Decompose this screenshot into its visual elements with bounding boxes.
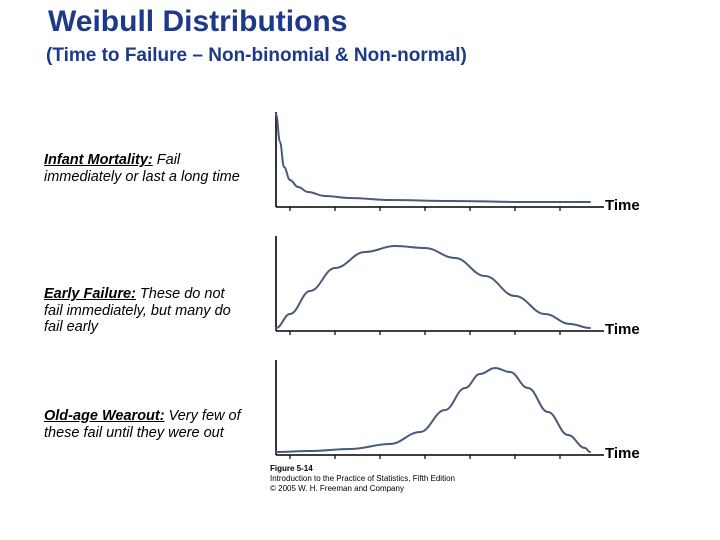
chart-panel-oldage: Time bbox=[270, 360, 700, 463]
axis-label-time: Time bbox=[605, 197, 640, 214]
page-subtitle: (Time to Failure – Non-binomial & Non-no… bbox=[46, 44, 606, 68]
desc-oldage-wearout: Old-age Wearout: Very few of these fail … bbox=[44, 408, 244, 441]
chart-panel-early: Time bbox=[270, 236, 700, 339]
axis-label-time: Time bbox=[605, 321, 640, 338]
chart-panel-infant: Time bbox=[270, 112, 700, 215]
axis-label-time: Time bbox=[605, 445, 640, 462]
desc-infant-mortality: Infant Mortality: Fail immediately or la… bbox=[44, 152, 244, 185]
figure-caption: Figure 5-14 Introduction to the Practice… bbox=[270, 464, 455, 494]
chart-area: Time Time Time Figure 5-14 Introduction … bbox=[270, 112, 700, 522]
page-title: Weibull Distributions bbox=[48, 6, 347, 38]
desc-early-failure: Early Failure: These do not fail immedia… bbox=[44, 286, 244, 336]
